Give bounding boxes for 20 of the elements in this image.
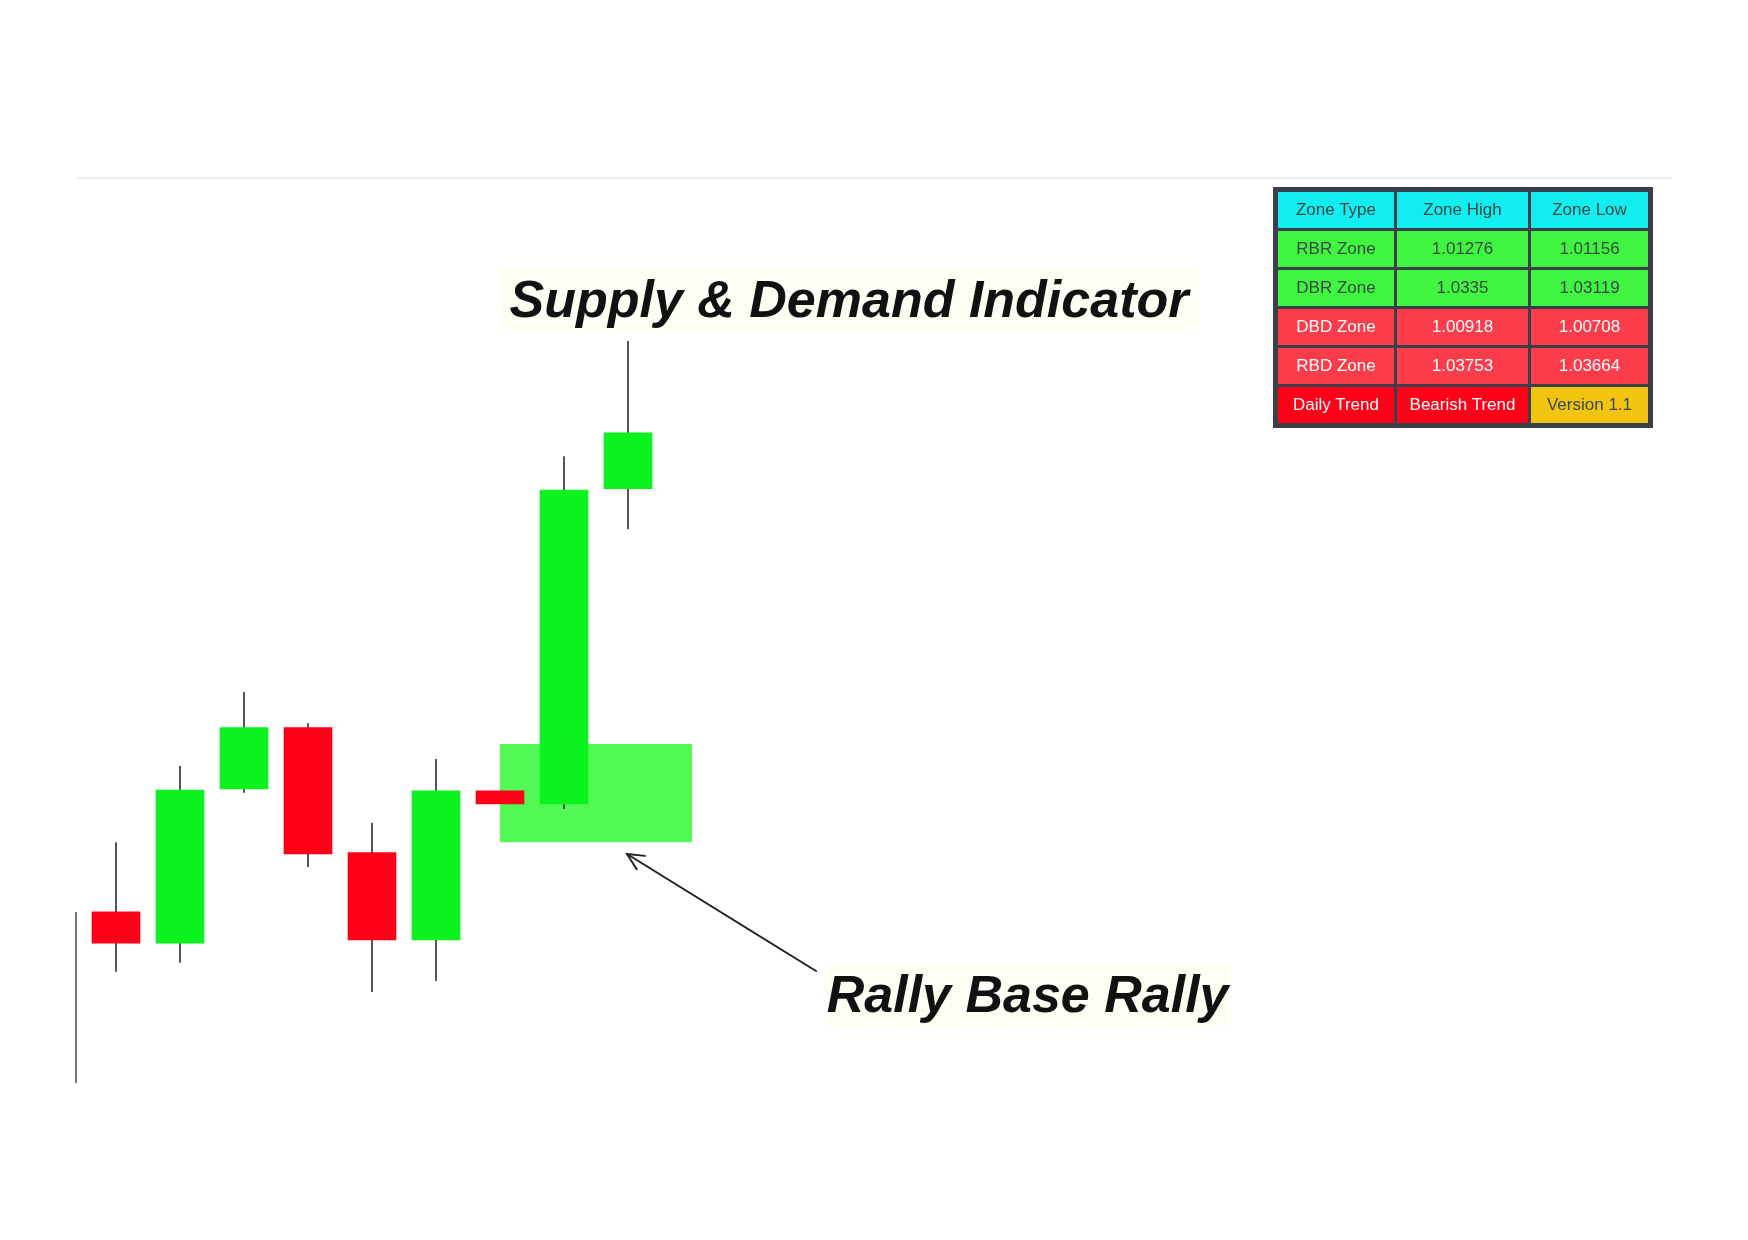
text: 1.00918 bbox=[1431, 317, 1494, 336]
text: Rally Base Rally bbox=[826, 963, 1229, 1026]
category-label: Zone Type bbox=[1278, 192, 1394, 228]
text: Bearish Trend bbox=[1409, 395, 1516, 414]
text: 1.03753 bbox=[1431, 356, 1494, 375]
text: 1.00708 bbox=[1558, 317, 1621, 336]
category-label: RBD Zone bbox=[1296, 356, 1376, 375]
category-label: DBR Zone bbox=[1296, 278, 1376, 297]
text: 1.01276 bbox=[1431, 239, 1494, 258]
category-label: RBR Zone bbox=[1296, 239, 1376, 258]
text: Version 1.1 bbox=[1546, 395, 1633, 414]
category-label: Zone High bbox=[1397, 192, 1528, 228]
text: 1.03664 bbox=[1558, 356, 1621, 375]
text: Supply & Demand Indicator bbox=[499, 268, 1199, 331]
text: 1.03119 bbox=[1559, 278, 1620, 297]
text: 1.01156 bbox=[1559, 239, 1620, 258]
category-label: Zone Low bbox=[1531, 192, 1648, 228]
text: 1.0335 bbox=[1436, 278, 1489, 297]
category-label: Daily Trend bbox=[1293, 395, 1379, 414]
category-label: DBD Zone bbox=[1296, 317, 1376, 336]
